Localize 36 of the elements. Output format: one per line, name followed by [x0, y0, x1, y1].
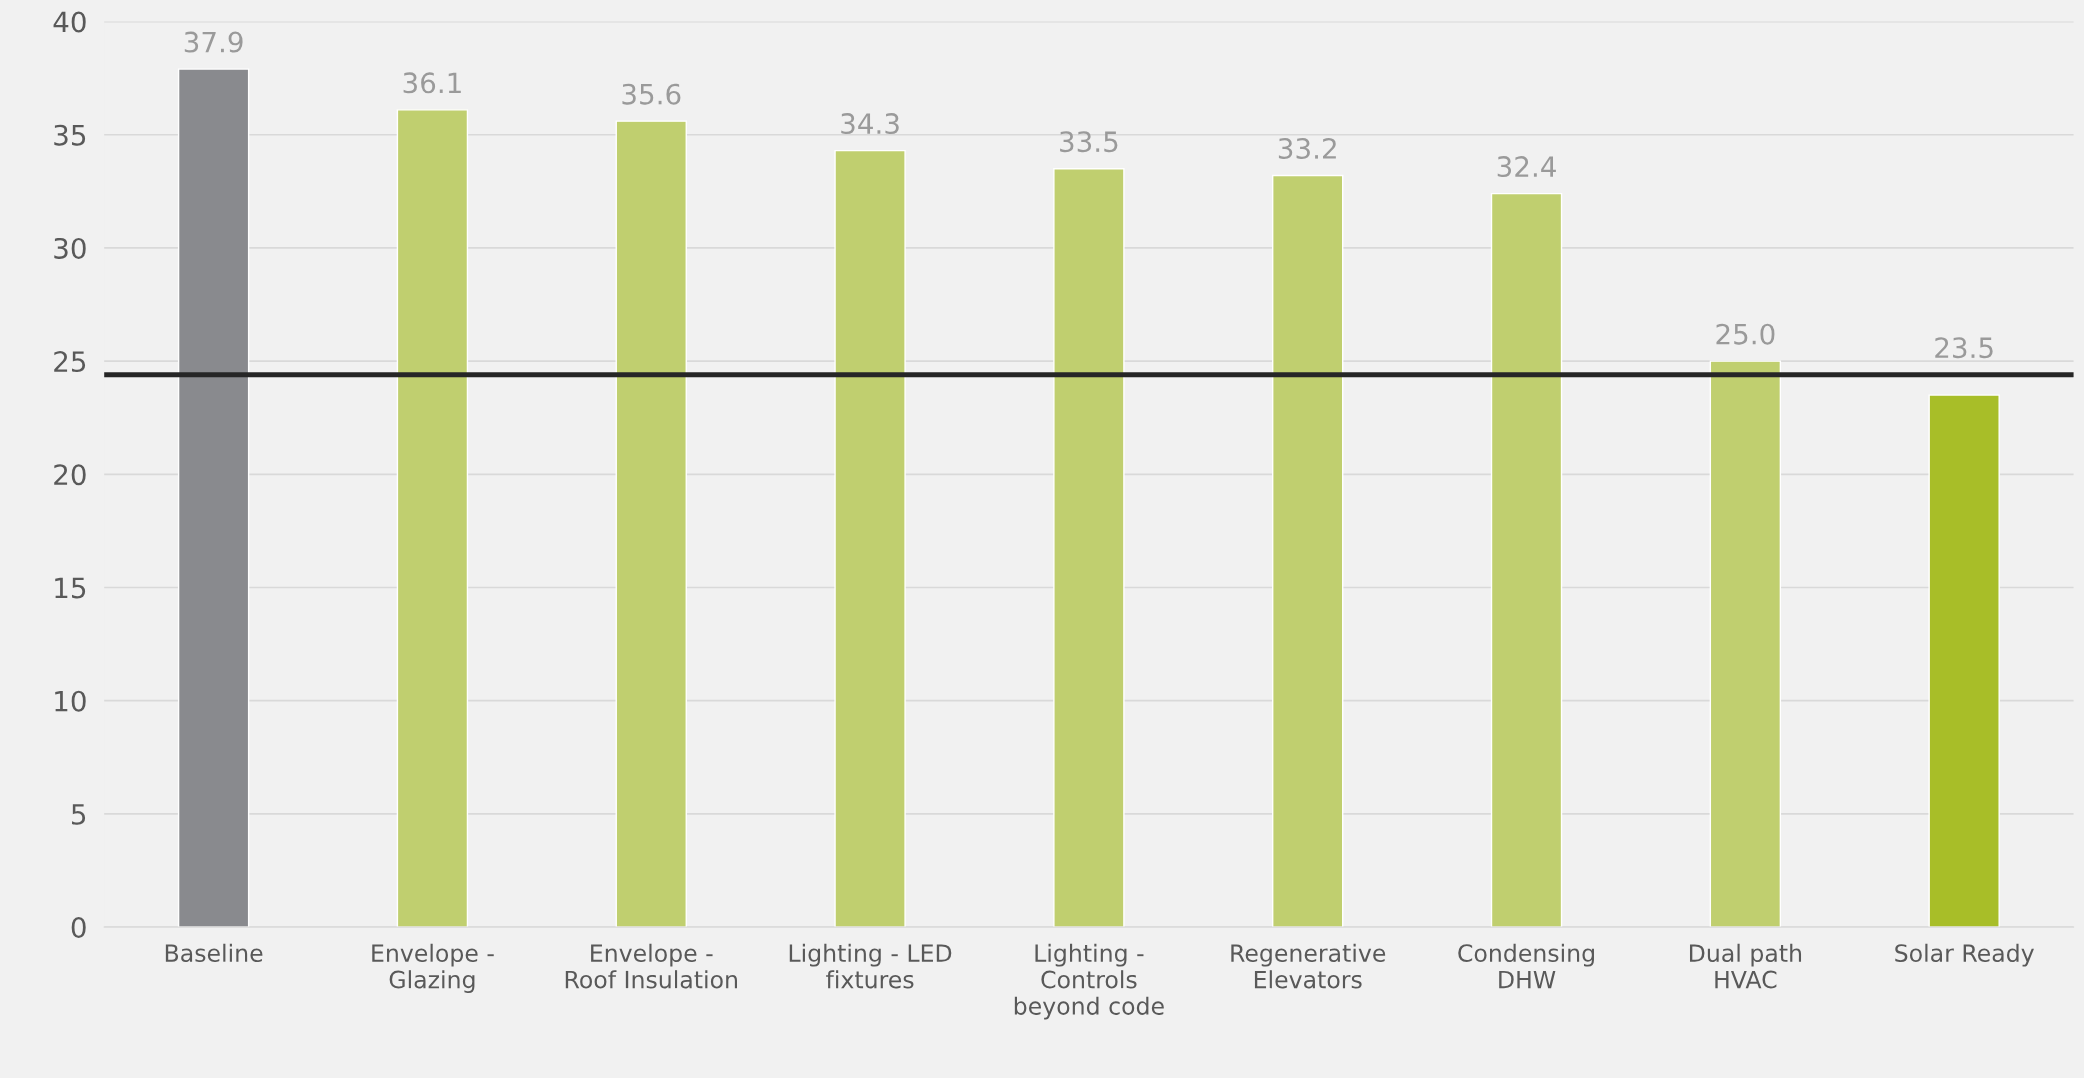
y-tick-label: 35	[54, 124, 86, 146]
x-tick-label: Lighting - Controls beyond code	[1014, 943, 1164, 1020]
x-tick-label: Envelope - Roof Insulation	[565, 943, 737, 989]
bar	[177, 68, 250, 928]
data-label: 25.0	[1716, 323, 1775, 345]
data-label: 37.9	[184, 31, 243, 53]
bar	[615, 120, 687, 928]
data-label: 36.1	[403, 72, 461, 94]
y-tick-label: 40	[53, 11, 86, 33]
data-label: 32.4	[1497, 156, 1556, 178]
x-tick-label: Dual path HVAC	[1689, 943, 1802, 989]
bar	[1053, 168, 1125, 928]
y-tick-label: 25	[54, 351, 86, 373]
y-tick-label: 10	[55, 690, 86, 712]
data-label: 35.6	[622, 83, 681, 105]
data-label: 23.5	[1935, 337, 1993, 359]
data-label: 33.2	[1278, 137, 1336, 160]
bar	[1490, 192, 1563, 928]
x-tick-label: Baseline	[165, 943, 263, 963]
data-label: 33.5	[1060, 131, 1118, 153]
bar	[1928, 394, 2000, 928]
bar	[834, 149, 906, 928]
x-tick-label: Regenerative Elevators	[1231, 943, 1386, 989]
x-tick-label: Envelope - Glazing	[372, 943, 494, 994]
data-label: 34.3	[841, 113, 899, 135]
bar	[1709, 360, 1782, 928]
x-tick-label: Lighting - LED fixtures	[789, 943, 952, 989]
y-tick-label: 15	[55, 577, 86, 599]
x-tick-label: Solar Ready	[1895, 943, 2034, 967]
x-tick-label: Condensing DHW	[1458, 943, 1594, 989]
bar	[396, 109, 469, 928]
y-tick-label: 30	[54, 237, 86, 259]
bar	[1272, 174, 1344, 928]
y-tick-label: 20	[54, 464, 86, 486]
y-tick-label: 5	[72, 804, 86, 825]
y-tick-label: 0	[71, 917, 86, 939]
